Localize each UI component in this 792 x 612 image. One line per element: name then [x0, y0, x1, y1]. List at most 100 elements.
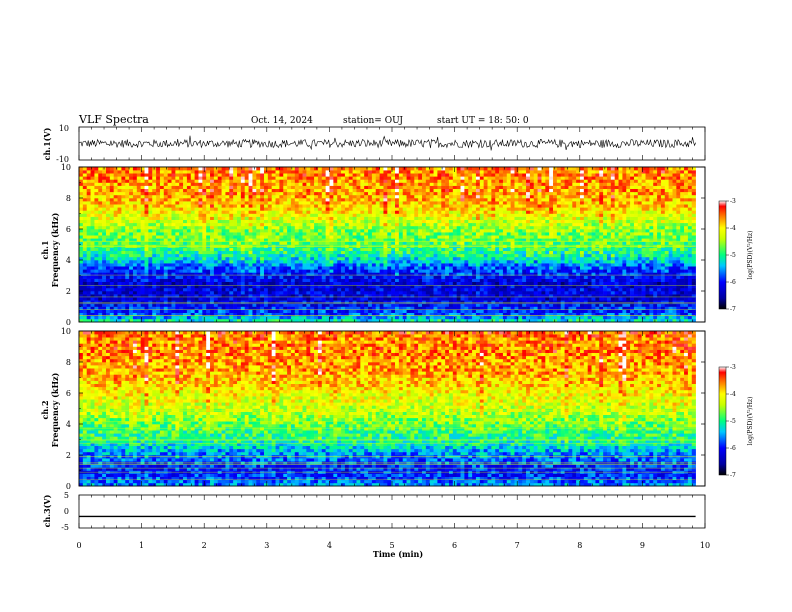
spectrogram-cell	[298, 312, 303, 317]
spectrogram-cell	[337, 229, 342, 233]
spectrogram-cell	[560, 269, 565, 273]
spectrogram-cell	[660, 309, 666, 313]
spectrogram-cell	[421, 309, 427, 313]
spectrogram-cell	[86, 247, 91, 251]
spectrogram-cell	[433, 306, 438, 310]
spectrogram-cell	[603, 266, 608, 270]
spectrogram-cell	[240, 266, 246, 270]
spectrogram-cell	[90, 256, 95, 261]
spectrogram-cell	[425, 256, 430, 261]
spectrogram-cell	[383, 247, 388, 251]
spectrogram-cell	[630, 272, 635, 276]
spectrogram-cell	[418, 294, 423, 298]
spectrogram-cell	[606, 235, 612, 239]
spectrogram-cell	[163, 297, 168, 301]
spectrogram-cell	[387, 300, 392, 304]
spectrogram-cell	[317, 263, 323, 267]
spectrogram-cell	[657, 241, 662, 245]
spectrogram-cell	[684, 306, 689, 310]
spectrogram-cell	[348, 266, 353, 270]
spectrogram-cell	[94, 309, 99, 313]
spectrogram-cell	[341, 284, 346, 289]
spectrogram-cell	[491, 284, 496, 289]
spectrogram-cell	[383, 235, 388, 239]
spectrogram-cell	[233, 256, 238, 261]
spectrogram-cell	[371, 266, 377, 270]
spectrogram-cell	[448, 284, 454, 289]
spectrogram-cell	[425, 291, 430, 295]
spectrogram-cell	[314, 260, 319, 264]
spectrogram-cell	[175, 278, 180, 282]
spectrogram-cell	[237, 278, 242, 282]
spectrogram-cell	[102, 272, 107, 276]
spectrogram-cell	[633, 318, 639, 323]
spectrogram-cell	[518, 241, 523, 245]
spectrogram-cell	[225, 229, 230, 233]
spectrogram-cell	[610, 303, 615, 307]
spectrogram-cell	[580, 272, 585, 276]
spectrogram-cell	[225, 294, 230, 298]
spectrogram-cell	[591, 306, 596, 310]
spectrogram-cell	[206, 306, 211, 310]
spectrogram-cell	[260, 266, 265, 270]
spectrogram-cell	[271, 253, 276, 258]
spectrogram-cell	[464, 235, 469, 239]
spectrogram-cell	[290, 284, 296, 289]
spectrogram-cell	[456, 241, 461, 245]
spectrogram-cell	[537, 294, 542, 298]
spectrogram-cell	[298, 247, 303, 251]
spectrogram-cell	[657, 297, 662, 301]
spectrogram-cell	[580, 260, 585, 264]
spectrogram-cell	[275, 229, 280, 233]
spectrogram-cell	[263, 241, 269, 245]
spectrogram-cell	[198, 281, 203, 286]
spectrogram-cell	[502, 294, 508, 298]
spectrogram-cell	[375, 238, 380, 242]
spectrogram-cell	[179, 247, 184, 251]
spectrogram-cell	[591, 297, 596, 301]
spectrogram-cell	[479, 300, 484, 304]
spectrogram-cell	[472, 287, 477, 292]
spectrogram-cell	[637, 263, 642, 267]
spectrogram-cell	[653, 294, 658, 298]
spectrogram-cell	[441, 312, 446, 317]
spectrogram-cell	[337, 300, 342, 304]
spectrogram-cell	[487, 300, 492, 304]
spectrogram-cell	[86, 256, 91, 261]
spectrogram-cell	[102, 287, 107, 292]
spectrogram-cell	[337, 297, 342, 301]
spectrogram-cell	[260, 294, 265, 298]
spectrogram-cell	[672, 247, 677, 251]
spectrogram-cell	[198, 315, 203, 320]
spectrogram-cell	[614, 263, 619, 267]
spectrogram-cell	[633, 253, 639, 258]
spectrogram-cell	[668, 306, 673, 310]
spectrogram-cell	[626, 269, 631, 273]
spectrogram-cell	[630, 266, 635, 270]
spectrogram-cell	[510, 278, 515, 282]
spectrogram-cell	[622, 306, 627, 310]
spectrogram-cell	[614, 306, 619, 310]
spectrogram-cell	[225, 315, 230, 320]
spectrogram-cell	[610, 312, 615, 317]
spectrogram-cell	[637, 253, 642, 258]
spectrogram-cell	[545, 315, 550, 320]
spectrogram-cell	[317, 294, 323, 298]
spectrogram-cell	[329, 309, 334, 313]
spectrogram-cell	[514, 309, 519, 313]
spectrogram-cell	[649, 297, 654, 301]
spectrogram-cell	[325, 303, 330, 307]
spectrogram-cell	[583, 315, 588, 320]
spectrogram-cell	[263, 300, 269, 304]
spectrogram-cell	[460, 303, 465, 307]
spectrogram-cell	[676, 263, 681, 267]
spectrogram-cell	[564, 278, 569, 282]
spectrogram-cell	[109, 312, 114, 317]
spectrogram-cell	[368, 241, 373, 245]
spectrogram-cell	[437, 225, 442, 230]
spectrogram-cell	[283, 229, 288, 233]
spectrogram-cell	[109, 235, 114, 239]
spectrogram-cell	[371, 300, 377, 304]
spectrogram-cell	[344, 309, 350, 313]
